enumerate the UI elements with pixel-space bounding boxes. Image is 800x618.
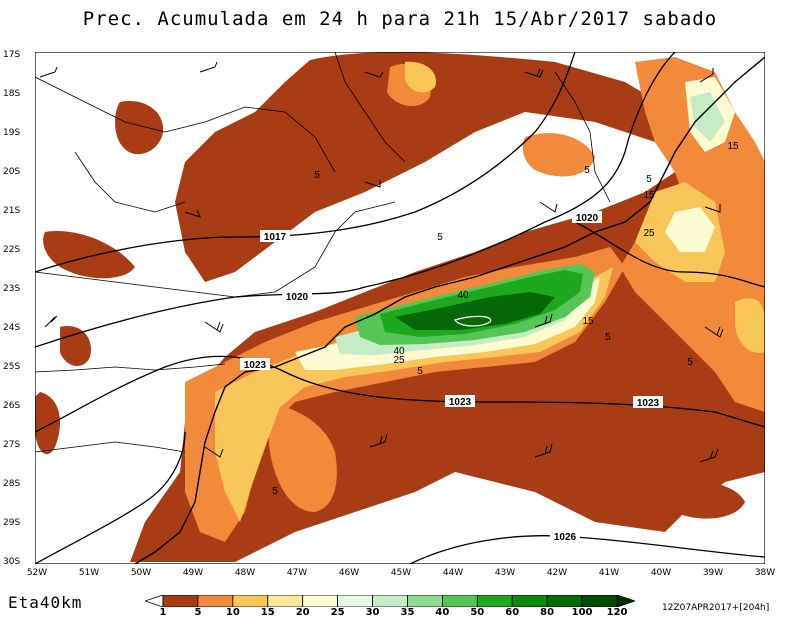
longitude-label: 50W xyxy=(130,568,152,578)
longitude-label: 52W xyxy=(26,568,48,578)
latitude-label: 30S xyxy=(3,557,21,567)
precip-label: 5 xyxy=(417,366,423,377)
precip-label: 5 xyxy=(272,486,278,497)
precip-label: 15 xyxy=(727,141,739,152)
longitude-label: 48W xyxy=(234,568,256,578)
precip-label: 25 xyxy=(643,228,655,239)
legend-swatch xyxy=(441,595,478,607)
legend-label: 120 xyxy=(606,607,628,618)
precip-label: 5 xyxy=(584,165,590,176)
legend-swatch xyxy=(581,595,618,607)
legend-label: 80 xyxy=(540,607,555,618)
longitude-label: 47W xyxy=(286,568,308,578)
latitude-label: 23S xyxy=(3,284,21,294)
map-title: Prec. Acumulada em 24 h para 21h 15/Abr/… xyxy=(82,8,718,30)
latitude-label: 28S xyxy=(3,479,21,489)
precip-label: 5 xyxy=(646,174,652,185)
latitude-label: 22S xyxy=(3,245,21,255)
legend-swatch xyxy=(232,595,269,607)
legend-label: 30 xyxy=(365,607,380,618)
legend-swatch xyxy=(162,595,199,607)
longitude-label: 51W xyxy=(78,568,100,578)
precip-label: 5 xyxy=(687,357,693,368)
legend-label: 25 xyxy=(330,607,345,618)
precip-contour-labels: 5 5 5 5 5 5 5 5 15 15 15 25 25 40 40 xyxy=(272,141,739,497)
longitude-label: 38W xyxy=(754,568,776,578)
longitude-label: 42W xyxy=(546,568,568,578)
legend-swatch xyxy=(337,595,373,607)
legend-label: 60 xyxy=(505,607,520,618)
legend-swatch xyxy=(197,595,234,607)
legend-swatch xyxy=(267,595,304,607)
run-info: 12Z07APR2017+[204h] xyxy=(662,603,770,613)
legend-label: 100 xyxy=(571,607,593,618)
longitude-label: 46W xyxy=(338,568,360,578)
latitude-label: 27S xyxy=(3,440,21,450)
legend-label: 50 xyxy=(470,607,485,618)
legend-swatch xyxy=(511,595,548,607)
longitude-label: 41W xyxy=(598,568,620,578)
coastline xyxy=(134,56,765,564)
wind-barbs xyxy=(39,61,724,463)
isobar-label: 1023 xyxy=(244,360,267,371)
legend-label: 35 xyxy=(400,607,415,618)
precip-label: 15 xyxy=(582,316,594,327)
latitude-label: 21S xyxy=(3,206,21,216)
legend-label: 10 xyxy=(225,607,240,618)
latitude-label: 18S xyxy=(3,89,21,99)
precip-label: 40 xyxy=(457,290,469,301)
precip-label: 5 xyxy=(314,170,320,181)
isobar-label: 1020 xyxy=(286,292,309,303)
latitude-label: 19S xyxy=(3,128,21,138)
isobar-labels: 1017 1020 1020 1023 1023 1023 1026 xyxy=(240,211,663,543)
longitude-label: 49W xyxy=(182,568,204,578)
precip-label: 25 xyxy=(393,355,405,366)
legend-label: 40 xyxy=(435,607,450,618)
isobar-label: 1023 xyxy=(449,397,472,408)
legend-label: 1 xyxy=(159,607,167,618)
isobar-label: 1023 xyxy=(637,398,660,409)
state-borders xyxy=(35,52,611,453)
longitude-label: 40W xyxy=(650,568,672,578)
legend-swatch xyxy=(616,595,635,607)
latitude-label: 17S xyxy=(3,50,21,60)
color-legend-bar xyxy=(145,595,635,607)
legend-swatch xyxy=(372,595,408,607)
latitude-label: 24S xyxy=(3,323,21,333)
precipitation-map: 1017 1020 1020 1023 1023 1023 1026 5 5 5… xyxy=(35,52,765,564)
isobar-label: 1017 xyxy=(264,232,287,243)
legend-label: 5 xyxy=(194,607,202,618)
isobar-label: 1026 xyxy=(554,532,577,543)
latitude-label: 26S xyxy=(3,401,21,411)
longitude-label: 44W xyxy=(442,568,464,578)
legend-swatch xyxy=(145,595,164,607)
precip-label: 5 xyxy=(437,232,443,243)
longitude-label: 39W xyxy=(702,568,724,578)
isobar-label: 1020 xyxy=(576,213,599,224)
legend-swatch xyxy=(476,595,513,607)
legend-label: 15 xyxy=(260,607,275,618)
isobars xyxy=(35,52,765,564)
longitude-label: 45W xyxy=(390,568,412,578)
latitude-label: 25S xyxy=(3,362,21,372)
model-name: Eta40km xyxy=(8,593,83,612)
longitude-label: 43W xyxy=(494,568,516,578)
precip-label: 5 xyxy=(605,332,611,343)
precip-shading-80 xyxy=(395,292,555,330)
precip-label: 15 xyxy=(643,190,655,201)
legend-label: 20 xyxy=(295,607,310,618)
legend-swatch xyxy=(302,595,339,607)
legend-swatch xyxy=(546,595,583,607)
latitude-label: 20S xyxy=(3,167,21,177)
precip-max-contour xyxy=(454,315,492,327)
precip-label: 40 xyxy=(393,346,405,357)
legend-swatch xyxy=(407,595,443,607)
latitude-label: 29S xyxy=(3,518,21,528)
